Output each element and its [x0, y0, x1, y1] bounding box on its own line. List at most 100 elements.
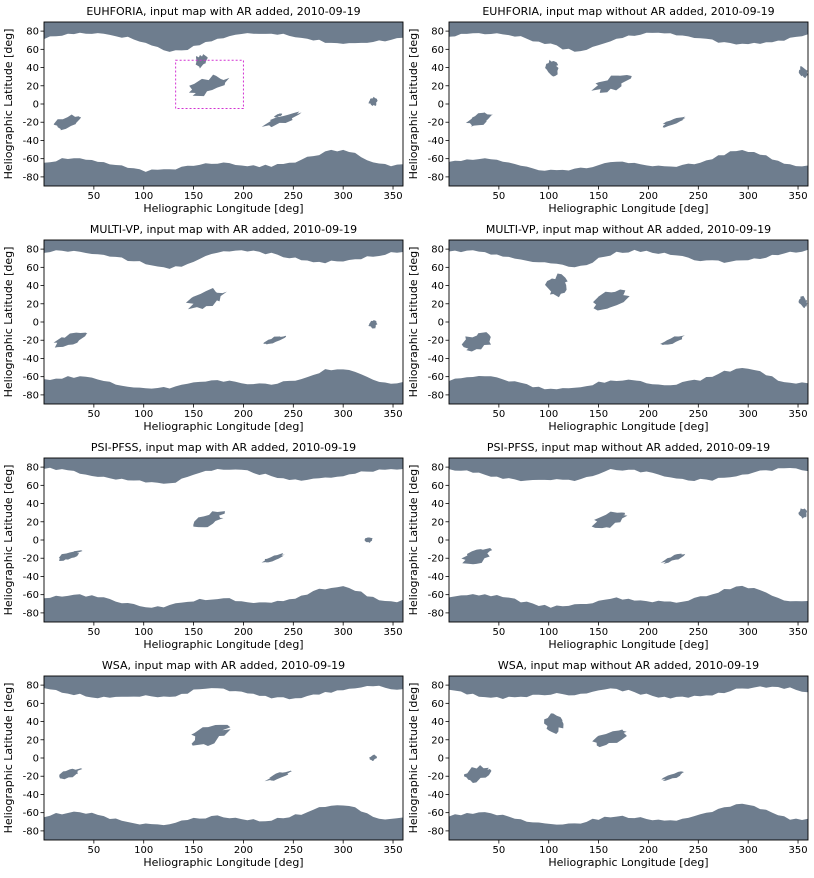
- y-tick-label: 0: [33, 536, 39, 547]
- coronal-hole-patch: [465, 112, 493, 127]
- y-tick-label: 0: [438, 536, 444, 547]
- y-tick-label: -20: [23, 554, 39, 565]
- x-tick-label: 300: [739, 627, 758, 638]
- y-tick-label: 60: [431, 263, 444, 274]
- y-tick-label: 40: [431, 281, 444, 292]
- x-axis-label: Heliographic Longitude [deg]: [548, 638, 708, 651]
- coronal-hole-patch: [188, 74, 230, 97]
- x-tick-label: 200: [234, 191, 253, 202]
- x-tick-label: 150: [589, 627, 608, 638]
- coronal-hole-patch: [463, 765, 492, 784]
- y-tick-label: -20: [428, 554, 444, 565]
- x-tick-label: 350: [383, 409, 402, 420]
- south-polar-coronal-hole: [44, 586, 403, 622]
- x-tick-label: 300: [334, 409, 353, 420]
- map-panel-8: 50 100 150 200 250 300 350 -80 -60 -40 -20 0 20 40 60 8…: [407, 659, 809, 869]
- y-tick-label: -20: [23, 336, 39, 347]
- y-tick-label: -40: [428, 790, 444, 801]
- coronal-hole-patch: [798, 66, 808, 78]
- y-axis-label: Heliographic Latitude [deg]: [407, 247, 420, 398]
- y-tick-label: 60: [431, 45, 444, 56]
- coronal-hole-patch: [591, 75, 632, 93]
- y-tick-label: 40: [26, 499, 39, 510]
- y-tick-label: 80: [26, 27, 39, 38]
- x-axis-label: Heliographic Longitude [deg]: [143, 856, 303, 869]
- x-tick-label: 50: [492, 627, 505, 638]
- coronal-hole-patch: [545, 59, 559, 77]
- plot-area: [449, 22, 808, 186]
- x-tick-label: 350: [383, 627, 402, 638]
- plot-area: [449, 676, 808, 840]
- y-tick-label: -20: [428, 772, 444, 783]
- y-tick-label: 60: [431, 481, 444, 492]
- map-panel-6: 50 100 150 200 250 300 350 -80 -60 -40 -20 0 20 40 60 8…: [407, 441, 809, 651]
- y-tick-label: -20: [428, 336, 444, 347]
- x-tick-label: 300: [739, 845, 758, 856]
- x-tick-label: 200: [639, 191, 658, 202]
- y-tick-label: -20: [428, 118, 444, 129]
- y-tick-label: -80: [23, 826, 39, 837]
- map-panel-1: 50 100 150 200 250 300 350 -80 -60 -40 -20 0 20 40 60 8…: [2, 5, 404, 215]
- x-tick-label: 250: [689, 191, 708, 202]
- plot-area: [44, 22, 403, 186]
- y-axis-label: Heliographic Latitude [deg]: [407, 683, 420, 834]
- north-polar-coronal-hole: [44, 22, 403, 52]
- x-tick-label: 350: [788, 191, 807, 202]
- x-tick-label: 100: [134, 191, 153, 202]
- y-tick-label: 40: [431, 63, 444, 74]
- y-tick-label: -60: [23, 590, 39, 601]
- coronal-hole-patch: [53, 114, 82, 131]
- x-axis-label: Heliographic Longitude [deg]: [548, 202, 708, 215]
- coronal-hole-patch: [661, 771, 684, 781]
- coronal-hole-patch: [662, 116, 686, 128]
- y-tick-label: 20: [26, 517, 39, 528]
- coronal-hole-patch: [368, 96, 378, 107]
- x-tick-label: 250: [689, 627, 708, 638]
- x-tick-label: 150: [184, 627, 203, 638]
- x-tick-label: 300: [334, 191, 353, 202]
- y-tick-label: 0: [33, 318, 39, 329]
- south-polar-coronal-hole: [44, 149, 403, 186]
- y-tick-label: -40: [428, 136, 444, 147]
- coronal-hole-patch: [368, 754, 378, 762]
- coronal-hole-patch: [461, 332, 492, 352]
- coronal-hole-patch: [544, 273, 568, 298]
- y-tick-label: 0: [438, 318, 444, 329]
- y-tick-label: 80: [431, 27, 444, 38]
- y-tick-label: -60: [23, 372, 39, 383]
- y-tick-label: -20: [23, 118, 39, 129]
- x-tick-label: 350: [788, 409, 807, 420]
- x-tick-label: 250: [689, 409, 708, 420]
- y-tick-label: 60: [26, 45, 39, 56]
- y-tick-label: 40: [431, 499, 444, 510]
- x-tick-label: 50: [492, 191, 505, 202]
- y-tick-label: -60: [23, 808, 39, 819]
- y-tick-label: -20: [23, 772, 39, 783]
- panel-title: WSA, input map with AR added, 2010-09-19: [102, 659, 345, 672]
- panel-title: PSI-PFSS, input map with AR added, 2010-…: [91, 441, 356, 454]
- y-tick-label: -40: [23, 354, 39, 365]
- panel-title: MULTI-VP, input map with AR added, 2010-…: [90, 223, 357, 236]
- map-panel-4: 50 100 150 200 250 300 350 -80 -60 -40 -20 0 20 40 60 8…: [407, 223, 809, 433]
- south-polar-coronal-hole: [449, 150, 808, 186]
- x-tick-label: 350: [788, 845, 807, 856]
- coronal-hole-patch: [593, 289, 630, 311]
- x-tick-label: 250: [284, 191, 303, 202]
- y-tick-label: 20: [431, 299, 444, 310]
- y-tick-label: -80: [23, 608, 39, 619]
- y-axis-label: Heliographic Latitude [deg]: [2, 247, 15, 398]
- x-tick-label: 100: [539, 845, 558, 856]
- x-tick-label: 250: [284, 845, 303, 856]
- x-tick-label: 150: [589, 409, 608, 420]
- north-polar-coronal-hole: [449, 22, 808, 52]
- y-tick-label: -80: [428, 172, 444, 183]
- x-tick-label: 350: [788, 627, 807, 638]
- y-tick-label: 20: [26, 299, 39, 310]
- x-tick-label: 300: [334, 627, 353, 638]
- y-tick-label: -40: [428, 354, 444, 365]
- y-tick-label: 20: [26, 81, 39, 92]
- coronal-hole-patch: [461, 548, 493, 565]
- north-polar-coronal-hole: [449, 676, 808, 699]
- south-polar-coronal-hole: [44, 805, 403, 840]
- south-polar-coronal-hole: [449, 585, 808, 622]
